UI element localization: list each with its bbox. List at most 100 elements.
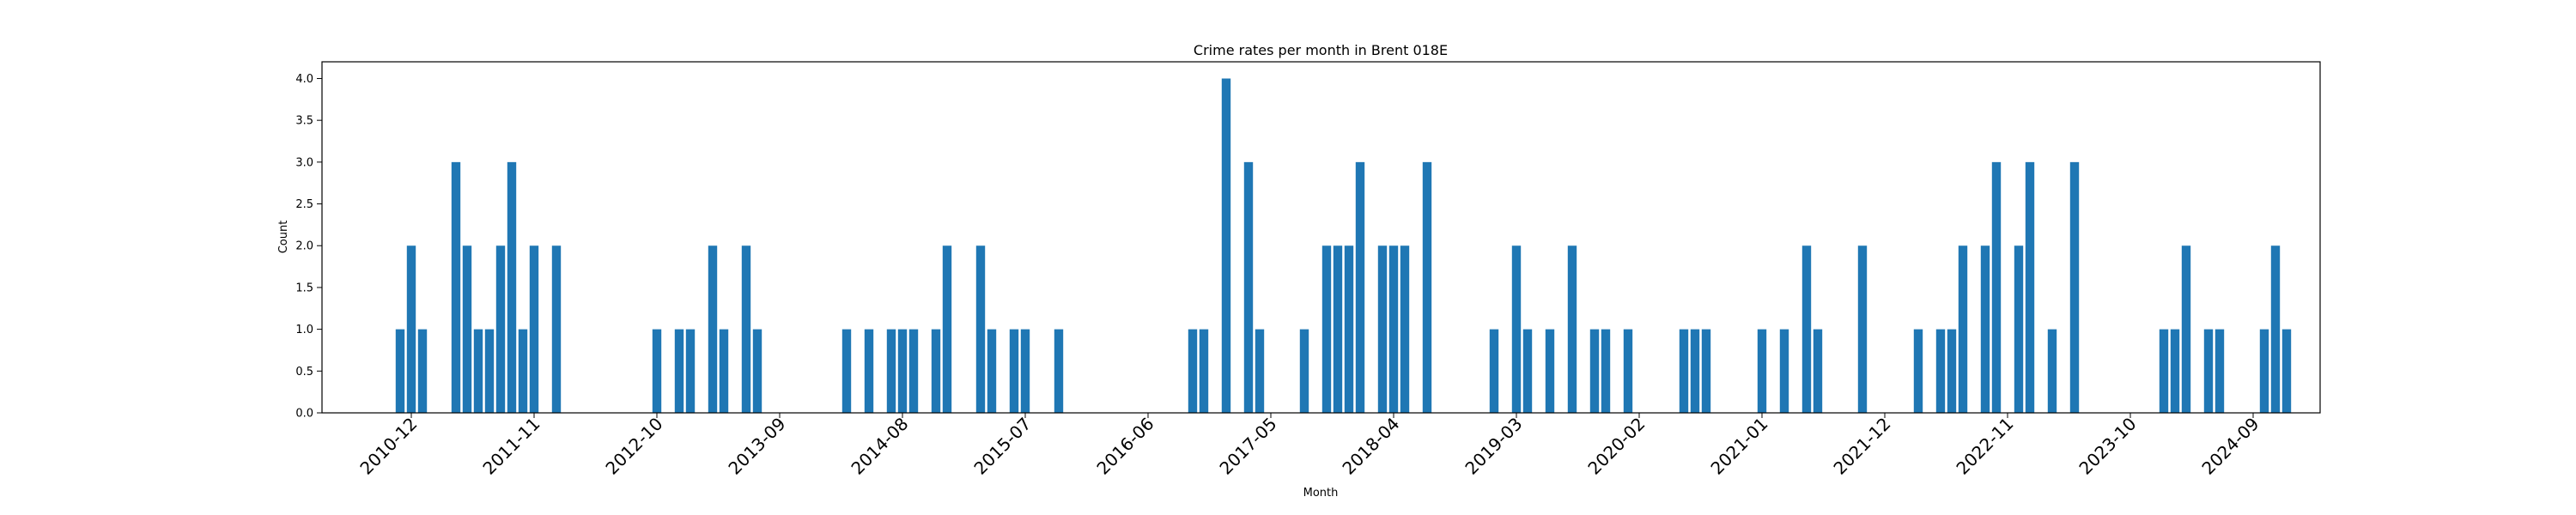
- bar-2024-03: [2181, 245, 2191, 413]
- bar-2011-09: [507, 161, 517, 414]
- bar-2019-03: [1511, 245, 1522, 413]
- bar-2018-03: [1377, 245, 1388, 413]
- bar-2014-07: [886, 329, 896, 413]
- bar-2015-06: [1009, 329, 1019, 413]
- y-tick-label: 0.5: [295, 366, 313, 379]
- x-tick-label: 2019-03: [1461, 414, 1526, 479]
- bar-2018-05: [1400, 245, 1410, 413]
- x-axis-label: Month: [1303, 487, 1339, 500]
- bar-2014-08: [897, 329, 908, 413]
- bar-2014-09: [908, 329, 919, 413]
- bar-2019-01: [1489, 329, 1499, 413]
- bar-2018-04: [1388, 245, 1399, 413]
- bar-2024-10: [2259, 329, 2269, 413]
- bar-2017-01: [1221, 78, 1231, 413]
- bar-2010-11: [395, 329, 405, 413]
- bar-2022-05: [1935, 329, 1946, 413]
- chart-title: Crime rates per month in Brent 018E: [1194, 42, 1448, 58]
- bar-2014-11: [931, 329, 941, 413]
- bar-2022-09: [1980, 245, 1990, 413]
- bar-2015-10: [1054, 329, 1064, 413]
- bars-group: [395, 78, 2292, 414]
- bar-2014-05: [864, 329, 874, 413]
- bar-2016-11: [1199, 329, 1209, 413]
- bar-2011-06: [473, 329, 483, 413]
- y-tick-label: 2.5: [295, 198, 313, 211]
- bar-2024-02: [2170, 329, 2180, 413]
- bar-2017-04: [1255, 329, 1265, 413]
- bar-2013-06: [741, 245, 751, 413]
- x-tick-label: 2022-11: [1952, 414, 2017, 479]
- x-tick-label: 2016-06: [1092, 414, 1157, 479]
- bar-2021-01: [1757, 329, 1767, 413]
- bar-2017-11: [1333, 245, 1343, 413]
- y-axis-label: Count: [277, 221, 290, 254]
- x-tick-label: 2012-10: [601, 414, 666, 479]
- bar-2011-04: [451, 161, 461, 414]
- x-tick-label: 2024-09: [2197, 414, 2263, 479]
- bar-2017-08: [1299, 329, 1309, 413]
- plot-frame: [321, 61, 2321, 414]
- bar-2012-10: [652, 329, 662, 413]
- bar-2015-04: [987, 329, 997, 413]
- bar-2018-01: [1355, 161, 1365, 414]
- x-tick-label: 2018-04: [1338, 414, 1403, 479]
- bar-2023-01: [2025, 161, 2035, 414]
- bar-2019-10: [1589, 329, 1600, 413]
- x-tick-label: 2021-01: [1706, 414, 1771, 479]
- bar-2021-05: [1801, 245, 1812, 413]
- bar-2024-11: [2270, 245, 2281, 413]
- bar-2020-07: [1690, 329, 1700, 413]
- bar-2018-07: [1422, 161, 1432, 414]
- bar-2019-06: [1545, 329, 1555, 413]
- y-tick-label: 3.0: [295, 156, 313, 169]
- bar-2011-07: [484, 329, 495, 413]
- bar-2016-10: [1188, 329, 1198, 413]
- x-tick-label: 2010-12: [355, 414, 421, 479]
- bar-2020-01: [1623, 329, 1633, 413]
- bar-2022-10: [1991, 161, 2002, 414]
- x-tick-label: 2014-08: [847, 414, 912, 479]
- bar-2019-08: [1567, 245, 1577, 413]
- bar-2015-07: [1020, 329, 1030, 413]
- bar-2024-12: [2281, 329, 2292, 413]
- bar-2011-01: [417, 329, 428, 413]
- bar-2024-05: [2203, 329, 2214, 413]
- x-tick-label: 2020-02: [1583, 414, 1649, 479]
- bar-2024-06: [2215, 329, 2225, 413]
- bar-2019-11: [1601, 329, 1611, 413]
- bar-2024-01: [2159, 329, 2169, 413]
- bar-2021-10: [1857, 245, 1868, 413]
- x-tick-label: 2013-09: [724, 414, 789, 479]
- bar-2011-10: [518, 329, 528, 413]
- y-tick-label: 2.0: [295, 240, 313, 253]
- bar-2021-06: [1813, 329, 1823, 413]
- bar-2014-12: [942, 245, 952, 413]
- bar-2022-03: [1913, 329, 1923, 413]
- bar-2011-08: [495, 245, 506, 413]
- bar-2012-12: [674, 329, 684, 413]
- bar-2023-05: [2069, 161, 2080, 414]
- bar-2013-04: [719, 329, 729, 413]
- bar-2022-07: [1958, 245, 1968, 413]
- x-tick-label: 2023-10: [2075, 414, 2140, 479]
- y-axis: 0.0 0.5 1.0 1.5 2.0 2.5 3.0 3.5 4.0: [295, 73, 322, 421]
- bar-2017-10: [1321, 245, 1332, 413]
- x-tick-label: 2011-11: [478, 414, 544, 479]
- bar-2022-06: [1947, 329, 1957, 413]
- bar-2014-03: [841, 329, 852, 413]
- bar-2013-03: [708, 245, 718, 413]
- x-tick-label: 2021-12: [1829, 414, 1894, 479]
- bar-2013-07: [752, 329, 762, 413]
- y-tick-label: 0.0: [295, 408, 313, 421]
- bar-2017-03: [1243, 161, 1254, 414]
- bar-2011-05: [462, 245, 472, 413]
- bar-2013-01: [685, 329, 696, 413]
- bar-2022-12: [2014, 245, 2024, 413]
- bar-2017-12: [1344, 245, 1354, 413]
- x-tick-label: 2015-07: [969, 414, 1035, 479]
- x-axis: 2010-12 2011-11 2012-10 2013-09 2014-08 2015-…: [355, 413, 2263, 479]
- bar-2021-03: [1779, 329, 1789, 413]
- bar-2011-11: [529, 245, 539, 413]
